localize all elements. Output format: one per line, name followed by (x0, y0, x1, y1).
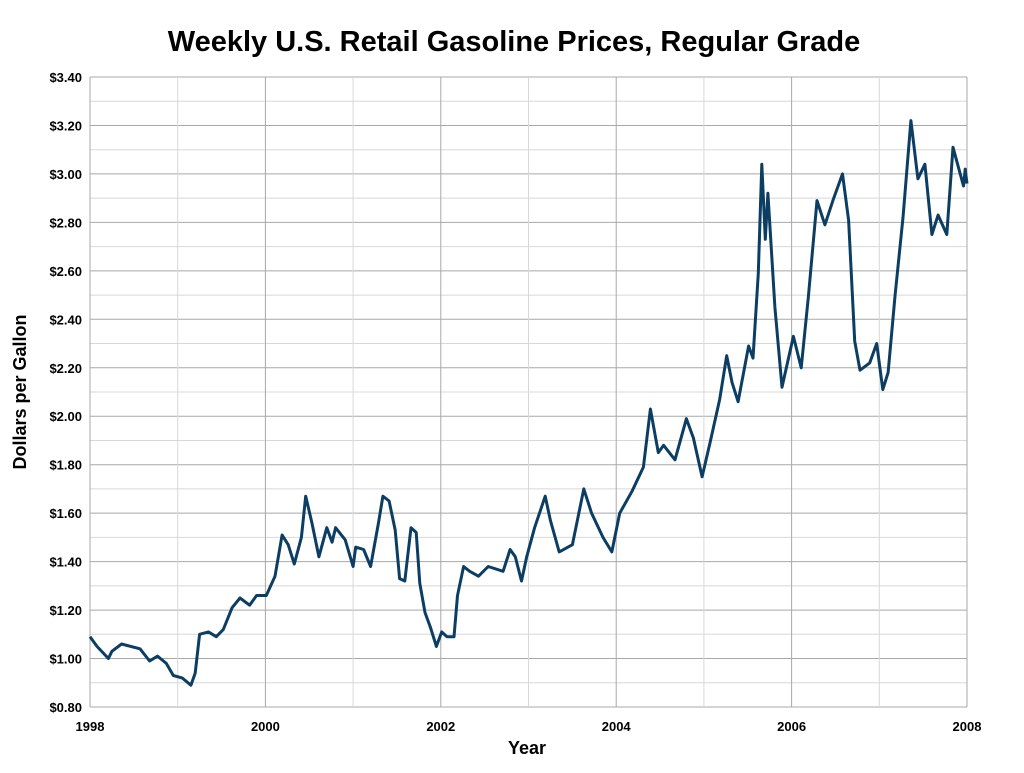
y-tick-label: $2.00 (49, 409, 82, 424)
y-axis: $0.80 $1.00 $1.20 $1.40 $1.60 $1.80 $2.00 $2.20… (49, 70, 82, 715)
y-axis-label: Dollars per Gallon (10, 314, 30, 469)
price-series-line (88, 119, 969, 687)
x-tick-label: 2000 (251, 719, 280, 734)
y-tick-label: $3.40 (49, 70, 82, 85)
y-tick-label: $1.80 (49, 458, 82, 473)
x-axis: 1998 2000 2002 2004 2006 2008 (76, 719, 982, 734)
x-tick-label: 2008 (953, 719, 982, 734)
y-tick-label: $1.40 (49, 555, 82, 570)
y-tick-label: $2.80 (49, 215, 82, 230)
x-tick-label: 1998 (76, 719, 105, 734)
y-tick-label: $1.00 (49, 652, 82, 667)
grid (89, 76, 968, 708)
x-tick-label: 2004 (602, 719, 632, 734)
y-tick-label: $2.20 (49, 361, 82, 376)
y-tick-label: $1.60 (49, 506, 82, 521)
y-tick-label: $3.00 (49, 167, 82, 182)
y-tick-label: $2.40 (49, 312, 82, 327)
y-tick-label: $2.60 (49, 264, 82, 279)
y-tick-label: $1.20 (49, 603, 82, 618)
y-tick-label: $3.20 (49, 118, 82, 133)
x-tick-label: 2006 (777, 719, 806, 734)
x-tick-label: 2002 (426, 719, 455, 734)
chart-title: Weekly U.S. Retail Gasoline Prices, Regu… (168, 26, 861, 58)
x-axis-label: Year (508, 738, 546, 758)
y-tick-label: $0.80 (49, 700, 82, 715)
